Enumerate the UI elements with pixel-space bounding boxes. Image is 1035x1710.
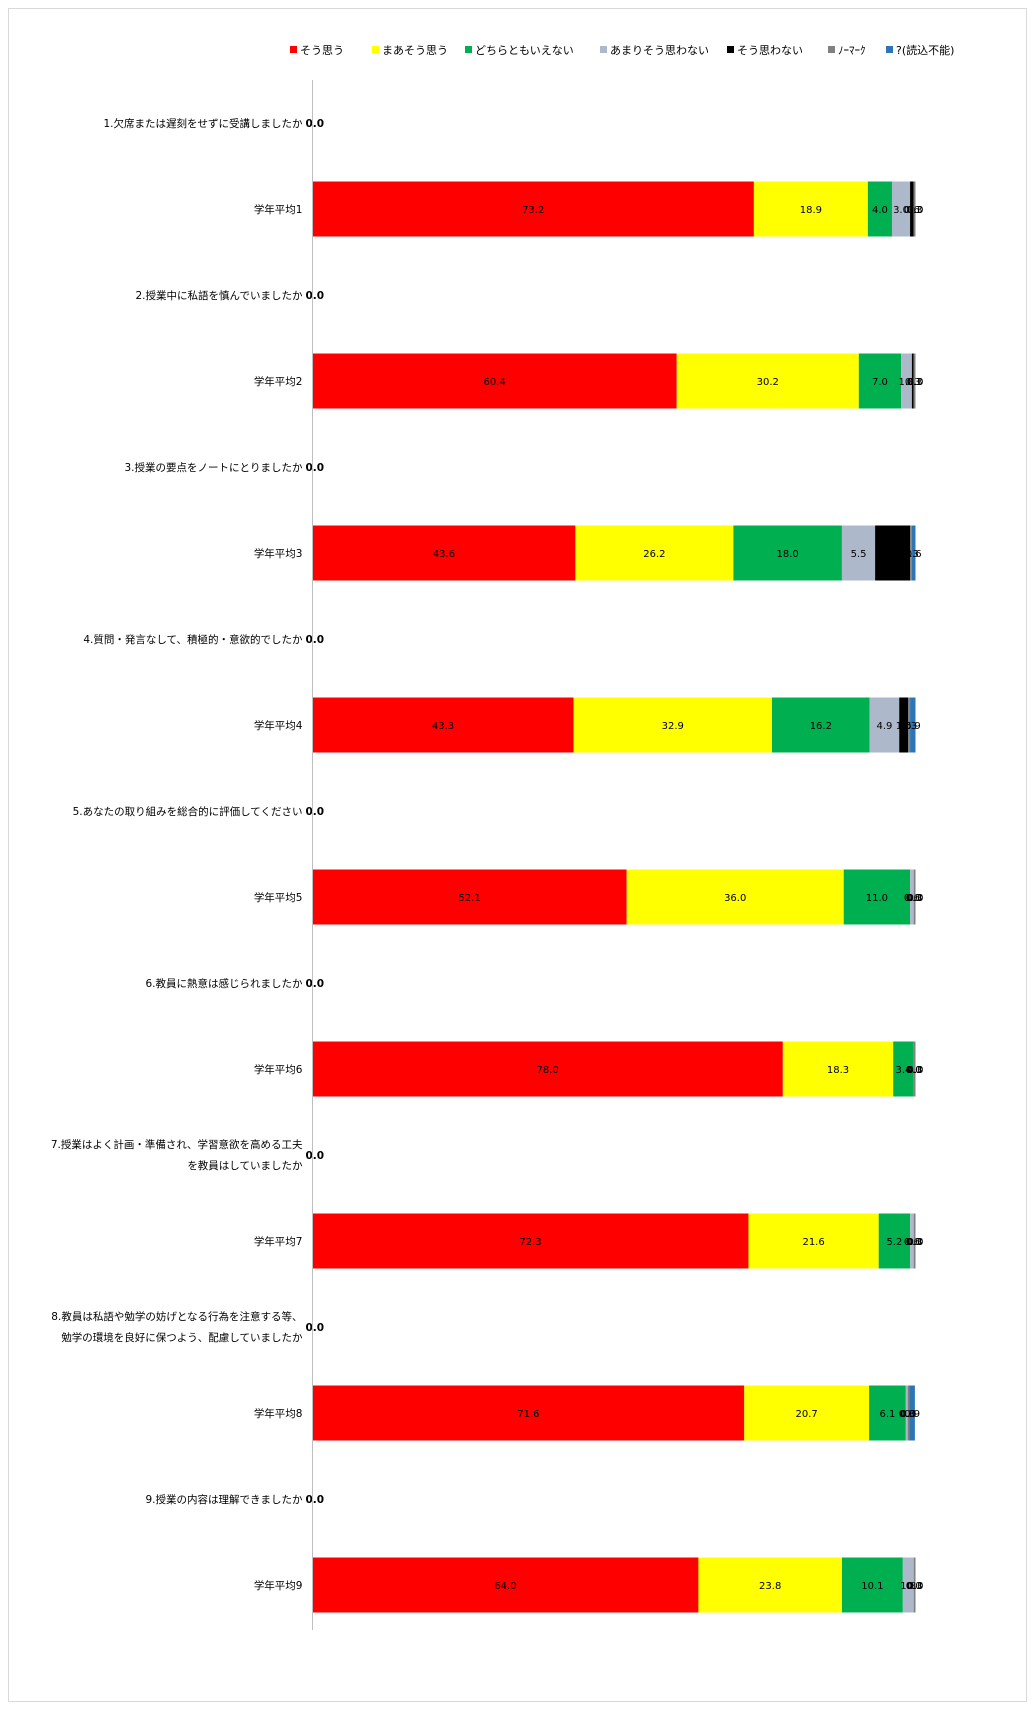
category-label: 7.授業はよく計画・準備され、学習意欲を高める工夫 — [51, 1138, 303, 1151]
category-label: 2.授業中に私語を慎んでいましたか — [136, 289, 303, 302]
category-label: 学年平均9 — [254, 1579, 303, 1592]
data-label: 60.4 — [483, 377, 505, 388]
data-label: 20.7 — [796, 1409, 818, 1420]
data-label: 0.9 — [905, 721, 921, 732]
data-label: 23.8 — [759, 1581, 781, 1592]
data-label: 0.0 — [908, 377, 924, 388]
category-label: 4.質問・発言なして、積極的・意欲的でしたか — [83, 633, 303, 646]
data-label: 32.9 — [662, 721, 684, 732]
category-label: 勉学の環境を良好に保つよう、配慮していましたか — [61, 1331, 303, 1344]
data-label: 4.9 — [876, 721, 892, 732]
data-label: 0.0 — [908, 1065, 924, 1076]
data-label: 5.5 — [851, 549, 867, 560]
category-label: 6.教員に熱意は感じられましたか — [145, 977, 303, 990]
data-label: 30.2 — [757, 377, 779, 388]
data-label: 52.1 — [458, 893, 480, 904]
category-label: 学年平均5 — [254, 891, 303, 904]
category-label: を教員はしていましたか — [187, 1159, 303, 1172]
data-label: 0.0 — [908, 1237, 924, 1248]
data-label: 0.6 — [906, 549, 922, 560]
category-label: 1.欠席または遅刻をせずに受講しましたか — [103, 117, 303, 130]
data-label: 0.0 — [908, 205, 924, 216]
data-label: 0.0 — [306, 1494, 325, 1506]
data-label: 0.0 — [908, 893, 924, 904]
category-label: 学年平均4 — [254, 719, 303, 732]
category-label: 8.教員は私語や勉学の妨げとなる行為を注意する等、 — [51, 1310, 302, 1323]
category-label: 学年平均7 — [254, 1235, 303, 1248]
data-label: 0.0 — [306, 290, 325, 302]
category-label: 3.授業の要点をノートにとりましたか — [124, 461, 303, 474]
data-label: 5.8 — [885, 549, 901, 560]
data-label: 11.0 — [866, 893, 888, 904]
category-label: 学年平均2 — [254, 375, 303, 388]
data-label: 6.1 — [880, 1409, 896, 1420]
data-label: 0.0 — [306, 806, 325, 818]
data-label: 5.2 — [886, 1237, 902, 1248]
data-label: 64.0 — [494, 1581, 516, 1592]
data-label: 43.3 — [432, 721, 454, 732]
labels-layer: 1.欠席または遅刻をせずに受講しましたか 0.0学年平均1 73.2 18.9 4.0 3… — [51, 117, 924, 1592]
data-label: 10.1 — [861, 1581, 883, 1592]
data-label: 72.3 — [519, 1237, 541, 1248]
data-label: 71.6 — [517, 1409, 539, 1420]
data-label: 18.0 — [777, 549, 799, 560]
data-label: 26.2 — [643, 549, 665, 560]
data-label: 73.2 — [522, 205, 544, 216]
data-label: 7.0 — [872, 377, 888, 388]
data-label: 18.9 — [800, 205, 822, 216]
category-label: 学年平均1 — [254, 203, 303, 216]
bars-layer — [313, 182, 916, 1613]
data-label: 0.0 — [306, 1322, 325, 1334]
category-label: 学年平均8 — [254, 1407, 303, 1420]
data-label: 0.0 — [306, 462, 325, 474]
data-label: 43.6 — [433, 549, 455, 560]
data-label: 0.0 — [306, 634, 325, 646]
category-label: 学年平均6 — [254, 1063, 303, 1076]
data-label: 18.3 — [827, 1065, 849, 1076]
category-label: 5.あなたの取り組みを総合的に評価してください — [73, 805, 303, 818]
data-label: 21.6 — [802, 1237, 824, 1248]
data-label: 0.9 — [904, 1409, 920, 1420]
data-label: 16.2 — [810, 721, 832, 732]
data-label: 4.0 — [872, 205, 888, 216]
data-label: 0.0 — [908, 1581, 924, 1592]
data-label: 0.0 — [306, 978, 325, 990]
data-label: 0.0 — [306, 118, 325, 130]
category-label: 学年平均3 — [254, 547, 303, 560]
data-label: 78.0 — [537, 1065, 559, 1076]
data-label: 0.0 — [306, 1150, 325, 1162]
category-label: 9.授業の内容は理解できましたか — [145, 1493, 303, 1506]
data-label: 36.0 — [724, 893, 746, 904]
